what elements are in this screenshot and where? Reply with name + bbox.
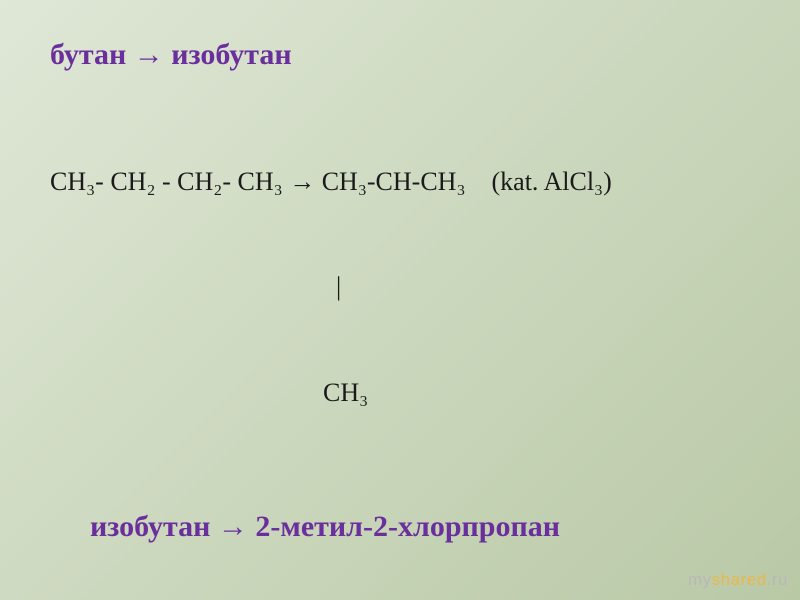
equation-1-line-2: | — [50, 269, 750, 304]
equation-1-line-3: CH₃ — [50, 375, 750, 410]
watermark-part-1: my — [688, 570, 712, 589]
equation-2: CH₃-CH-CH₃ + Cl₂ → CH₃-C-CH₃ + HCl | / \… — [50, 572, 750, 600]
watermark-part-3: .ru — [767, 570, 788, 589]
heading-reaction-1: бутан → изобутан — [50, 38, 750, 72]
slide-container: бутан → изобутан CH₃- CH₂ - CH₂- CH₃ → C… — [0, 0, 800, 600]
equation-1-line-1: CH₃- CH₂ - CH₂- CH₃ → CH₃-CH-CH₃ (kat. A… — [50, 164, 750, 199]
equation-1: CH₃- CH₂ - CH₂- CH₃ → CH₃-CH-CH₃ (kat. A… — [50, 94, 750, 480]
watermark-part-2: shared — [712, 570, 767, 589]
heading-reaction-2: изобутан → 2-метил-2-хлорпропан — [90, 510, 750, 544]
watermark: myshared.ru — [688, 570, 788, 590]
